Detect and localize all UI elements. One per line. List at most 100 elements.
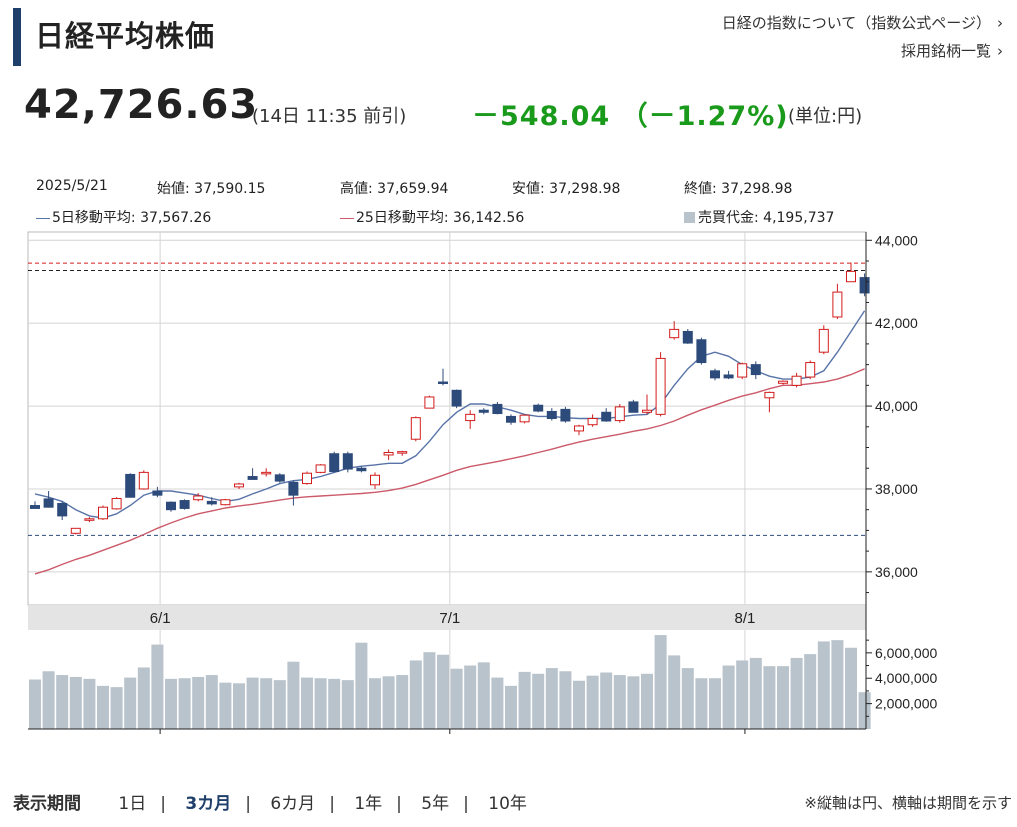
candle [655, 352, 666, 417]
period-option-1d[interactable]: 1日 [118, 794, 147, 814]
candle-body [614, 406, 625, 422]
candle-body [750, 364, 761, 376]
candle-body [98, 506, 108, 520]
volume-bar [600, 672, 613, 729]
candle-body [30, 505, 40, 509]
candle-body [274, 474, 285, 482]
volume-bar [151, 644, 164, 729]
ma5-series [34, 310, 866, 519]
candle-body [764, 391, 775, 399]
low-value: 安値: 37,298.98 [512, 181, 621, 197]
candle [111, 497, 122, 510]
candle-body [628, 401, 639, 413]
candle [30, 501, 40, 509]
volume-bar [627, 676, 640, 729]
price-change: －548.04 （－1.27%) [472, 101, 789, 132]
volume-bar [545, 668, 558, 729]
volume-bar [654, 635, 667, 729]
candle-body [70, 527, 81, 534]
volume-tick-label: 4,000,000 [875, 670, 937, 686]
candle [750, 361, 761, 380]
candle [737, 362, 748, 380]
axis-note: ※縦軸は円、横軸は期間を示す [804, 794, 1012, 812]
period-option-6m[interactable]: 6カ月 [270, 794, 316, 814]
volume-bar [260, 678, 273, 729]
candle [274, 473, 285, 483]
volume-bar [749, 657, 762, 729]
candle [669, 321, 680, 340]
candle [179, 499, 190, 510]
candle-body [533, 404, 544, 412]
candle-body [492, 403, 503, 415]
volume-bar [287, 661, 300, 729]
volume-bar [165, 678, 177, 729]
candle [302, 471, 312, 485]
candle-body [696, 339, 707, 364]
index-official-link-label: 日経の指数について（指数公式ページ） [721, 14, 991, 32]
candle [478, 408, 489, 415]
candle-body [791, 375, 802, 386]
period-option-1y[interactable]: 1年 [354, 794, 383, 814]
volume-bar [192, 676, 205, 729]
candle-body [410, 417, 421, 440]
candle-body [342, 453, 353, 470]
candle [410, 416, 421, 442]
period-divider: | [396, 794, 402, 814]
volume-bar [409, 660, 422, 729]
page-title: 日経平均株価 [35, 19, 216, 53]
candle-body [179, 500, 190, 509]
volume-bar [763, 666, 776, 729]
candle [315, 464, 326, 474]
volume-bar [178, 678, 191, 729]
ma5-legend: 5日移動平均: 37,567.26 [36, 207, 211, 227]
candle [628, 399, 639, 413]
candle [601, 408, 612, 422]
volume-bar [110, 687, 123, 729]
volume-bar [681, 668, 694, 729]
candle-body [356, 467, 367, 472]
volume-bar [355, 642, 368, 729]
candle [805, 360, 816, 380]
period-option-3m[interactable]: 3カ月 [185, 794, 232, 814]
open-value: 始値: 37,590.15 [157, 181, 266, 197]
period-option-5y[interactable]: 5年 [421, 794, 450, 814]
index-official-link[interactable]: 日経の指数について（指数公式ページ） › [722, 12, 1003, 33]
candle-body [383, 451, 394, 456]
candle [533, 403, 544, 413]
candle-body [329, 453, 340, 473]
volume-bar [573, 680, 585, 729]
volume-bar [341, 680, 354, 729]
volume-bar [559, 671, 572, 729]
candle [206, 497, 217, 506]
volume-bar [273, 680, 286, 729]
volume-bar [205, 675, 218, 729]
candle [519, 414, 530, 424]
volume-bar [790, 657, 803, 729]
candle-body [234, 483, 244, 488]
candle [778, 380, 788, 385]
candle [587, 414, 598, 427]
constituents-link[interactable]: 採用銘柄一覧 › [901, 40, 1003, 61]
period-option-10y[interactable]: 10年 [488, 794, 527, 814]
date-axis-label: 8/1 [734, 610, 755, 627]
candle [424, 395, 435, 409]
period-divider: | [329, 794, 335, 814]
candle-body [642, 409, 652, 413]
candle-body [737, 363, 748, 378]
candle [84, 517, 95, 523]
volume-bar [137, 667, 150, 729]
ma25-legend: 25日移動平均: 36,142.56 [340, 207, 524, 227]
candle [506, 414, 516, 425]
volume-bar [477, 662, 490, 729]
candle [818, 325, 829, 355]
candle [234, 482, 244, 489]
volume-axis-labels: 6,000,000 4,000,000 2,000,000 [866, 639, 937, 717]
candle [465, 410, 476, 429]
volume-bar [233, 683, 245, 729]
volume-bar [736, 660, 749, 729]
volume-bar [246, 677, 259, 729]
price-unit: (単位:円) [788, 106, 863, 127]
chart-axes [28, 232, 867, 734]
volume-bar [777, 666, 789, 729]
